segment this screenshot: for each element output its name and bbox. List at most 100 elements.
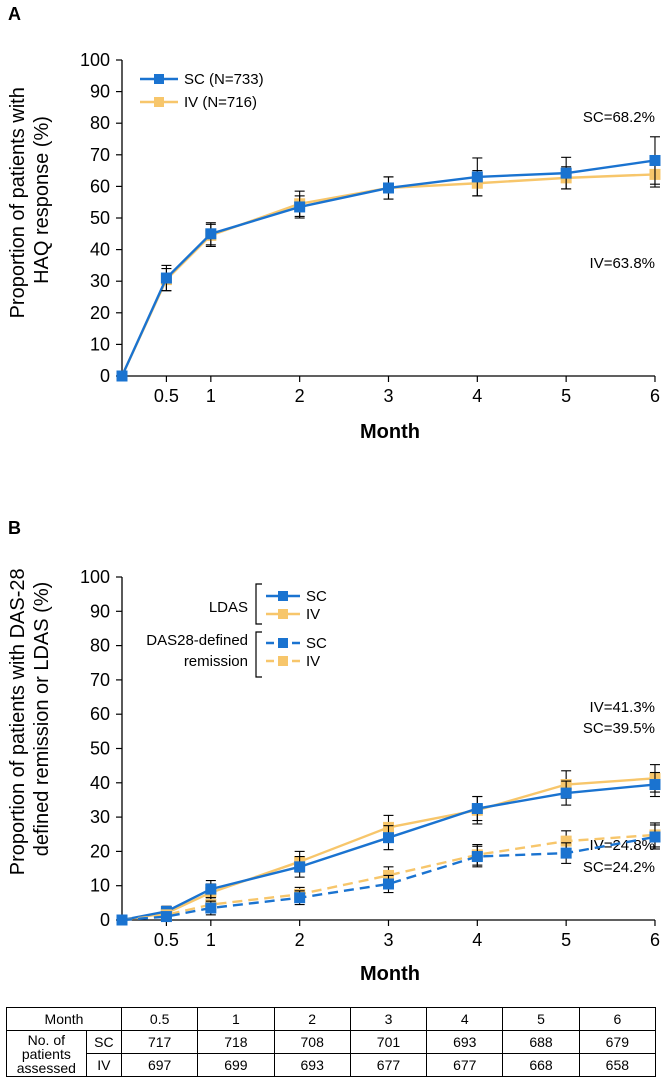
table-header-cell: 1: [197, 1007, 275, 1031]
table-header-cell: 2: [273, 1007, 351, 1031]
table-cell: 697: [120, 1053, 199, 1077]
panel-b-xlabel: Month: [360, 963, 420, 985]
legend-marker-ldas-sc: [278, 591, 288, 601]
data-point: [116, 914, 128, 926]
data-point: [560, 847, 572, 859]
data-point: [205, 902, 217, 914]
data-point: [116, 370, 128, 382]
data-point: [294, 201, 306, 213]
series-b-0: [116, 771, 661, 926]
x-tick-label: 0.5: [154, 930, 179, 950]
data-point: [382, 878, 394, 890]
y-tick-label: 60: [90, 176, 110, 196]
table-cell: 693: [273, 1053, 351, 1077]
x-tick-label: 6: [650, 930, 660, 950]
table-cell: 658: [578, 1053, 657, 1077]
x-tick-label: 0.5: [154, 386, 179, 406]
data-point: [160, 911, 172, 923]
x-tick-label: 4: [472, 386, 482, 406]
y-tick-label: 90: [90, 601, 110, 621]
y-tick-label: 70: [90, 145, 110, 165]
patients-assessed-table: Month 0.5 1 2 3 4 5 6 No. of patients as…: [6, 1007, 657, 1077]
data-point: [471, 851, 483, 863]
x-tick-label: 3: [383, 930, 393, 950]
row-label-line: patients: [21, 1045, 71, 1062]
panel-a-xlabel: Month: [360, 421, 420, 443]
y-tick-label: 40: [90, 773, 110, 793]
x-tick-label: 4: [472, 930, 482, 950]
data-point: [649, 779, 661, 791]
table-cell: 693: [426, 1030, 504, 1054]
y-tick-label: 10: [90, 876, 110, 896]
table-cell: 668: [502, 1053, 580, 1077]
panel-a-ylabel-line1: Proportion of patients with: [7, 87, 29, 318]
data-point: [294, 861, 306, 873]
row-label-line: No. of: [27, 1031, 66, 1048]
y-tick-label: 70: [90, 670, 110, 690]
table-group-iv: IV: [85, 1053, 123, 1077]
annotation-ldas-iv-final: IV=41.3%: [590, 699, 655, 716]
table-row: IV 697 699 693 677 677 668 658: [7, 1053, 657, 1077]
x-tick-label: 1: [206, 930, 216, 950]
table-cell: 701: [349, 1030, 428, 1054]
table-cell: 718: [197, 1030, 275, 1054]
panel-b-ylabel-line2: defined remission or LDAS (%): [31, 582, 53, 857]
plot-area-b: 0 10 20 30 40 50 60 70 80 90 100 0.5 1 2 3 4 5 6: [80, 567, 661, 950]
y-tick-label: 80: [90, 113, 110, 133]
legend-bracket-remission: [255, 631, 262, 678]
panel-b-ylabel-line1: Proportion of patients with DAS-28: [7, 568, 29, 875]
row-label-line: assessed: [16, 1059, 76, 1076]
panel-b-ylabel: Proportion of patients with DAS-28 defin…: [7, 563, 53, 875]
data-point: [649, 154, 661, 166]
data-point: [560, 787, 572, 799]
series-a-0: [116, 136, 661, 382]
data-point: [560, 167, 572, 179]
y-tick-label: 0: [100, 910, 110, 930]
legend-marker-remission-iv: [278, 656, 288, 666]
series-line: [120, 173, 656, 377]
x-tick-label: 2: [295, 930, 305, 950]
table-header-cell: 4: [426, 1007, 504, 1031]
legend-group-ldas: LDAS: [209, 599, 248, 616]
panel-a-ylabel-line2: HAQ response (%): [31, 116, 53, 284]
x-tick-label: 6: [650, 386, 660, 406]
table-header-cell: 5: [502, 1007, 580, 1031]
annotation-remission-iv-final: IV=24.8%: [590, 837, 655, 854]
table-cell: 677: [349, 1053, 428, 1077]
table-group-sc: SC: [85, 1030, 123, 1054]
data-point: [382, 182, 394, 194]
y-tick-label: 100: [80, 567, 110, 587]
legend-marker-ldas-iv: [278, 609, 288, 619]
legend-group-das28-line2: remission: [184, 653, 248, 670]
data-point: [471, 803, 483, 815]
data-point: [649, 831, 661, 843]
x-tick-label: 1: [206, 386, 216, 406]
series-line: [121, 777, 656, 922]
panel-b-letter: B: [8, 518, 21, 538]
y-tick-label: 30: [90, 807, 110, 827]
legend-label-remission-iv: IV: [306, 653, 320, 670]
table-header-month: Month: [6, 1007, 122, 1031]
table-cell: 699: [197, 1053, 275, 1077]
data-point: [160, 272, 172, 284]
x-tick-label: 5: [561, 930, 571, 950]
plot-area-a: 0 10 20 30 40 50 60 70 80 90 100 0.5 1 2 3 4 5 6: [80, 50, 661, 406]
legend-label-remission-sc: SC: [306, 635, 327, 652]
y-tick-label: 0: [100, 366, 110, 386]
annotation-remission-sc-final: SC=24.2%: [583, 859, 655, 876]
legend-marker-iv: [154, 97, 164, 107]
legend-label-sc: SC (N=733): [184, 71, 264, 88]
table-cell: 679: [578, 1030, 657, 1054]
table-header-cell: 0.5: [120, 1007, 199, 1031]
table-cell: 688: [502, 1030, 580, 1054]
y-tick-label: 90: [90, 82, 110, 102]
y-tick-label: 100: [80, 50, 110, 70]
table-header-row: Month 0.5 1 2 3 4 5 6: [6, 1007, 657, 1031]
y-tick-label: 30: [90, 271, 110, 291]
y-tick-label: 20: [90, 303, 110, 323]
data-point: [205, 883, 217, 895]
series-line: [120, 159, 656, 377]
panel-a-letter: A: [8, 4, 21, 24]
table-cell: 677: [426, 1053, 504, 1077]
series-line: [121, 835, 656, 922]
